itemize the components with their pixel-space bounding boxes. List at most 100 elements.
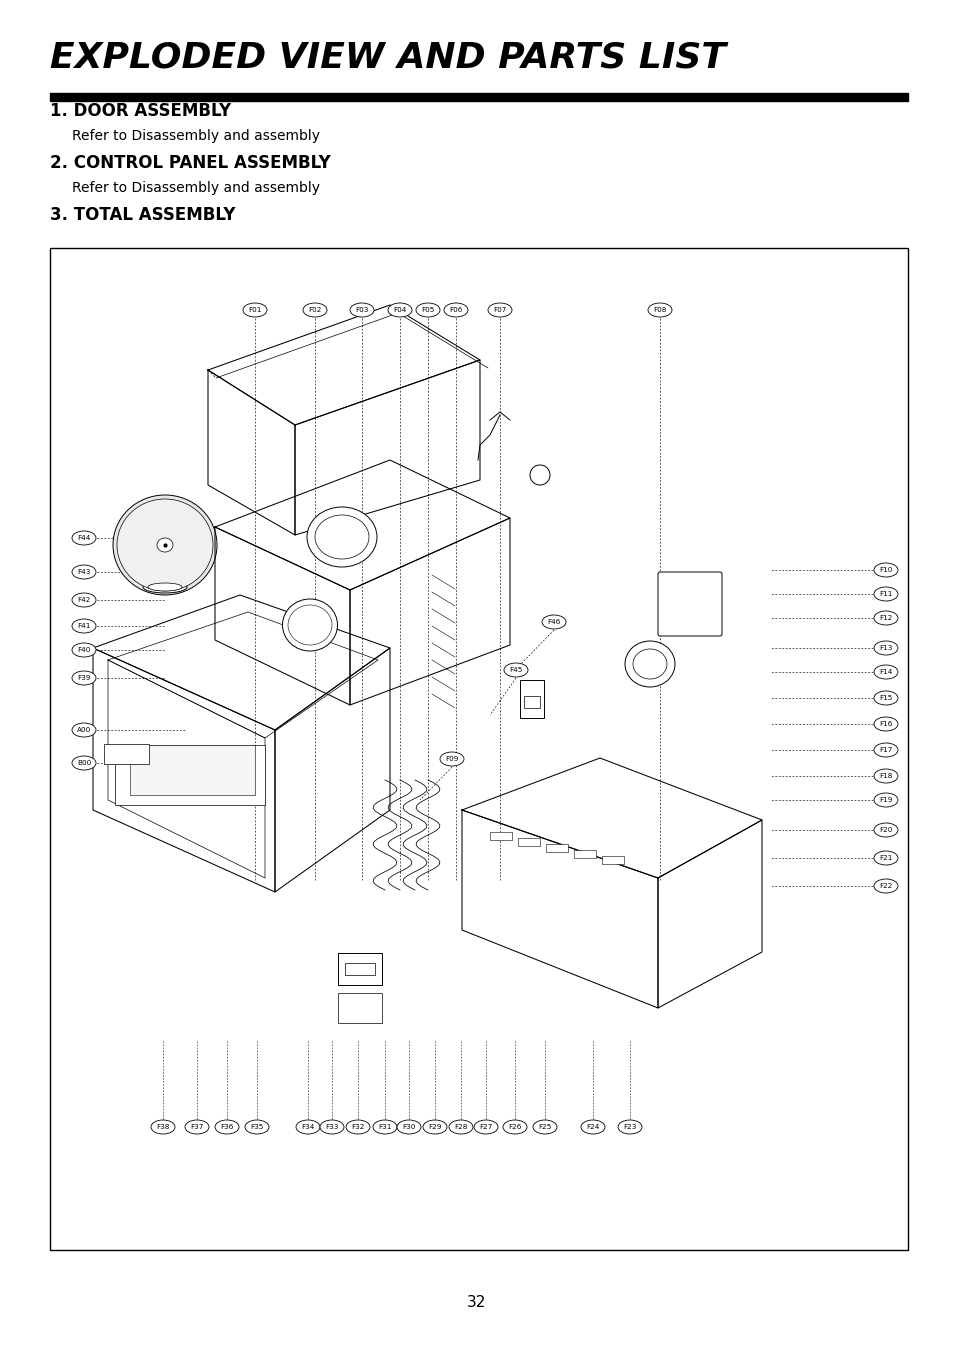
Text: F17: F17 (879, 747, 892, 753)
Ellipse shape (873, 691, 897, 706)
Text: F42: F42 (77, 598, 91, 603)
Ellipse shape (295, 1120, 319, 1135)
Ellipse shape (580, 1120, 604, 1135)
Ellipse shape (117, 499, 213, 591)
FancyBboxPatch shape (658, 572, 721, 635)
Bar (574, 850, 596, 858)
Ellipse shape (488, 304, 512, 317)
Ellipse shape (873, 823, 897, 836)
Text: F30: F30 (402, 1124, 416, 1130)
Bar (115, 745, 265, 805)
Text: F10: F10 (879, 567, 892, 573)
Text: F38: F38 (156, 1124, 170, 1130)
Text: F22: F22 (879, 884, 892, 889)
Bar (50, 248, 907, 1251)
Text: F14: F14 (879, 669, 892, 674)
Text: F25: F25 (537, 1124, 551, 1130)
Text: F31: F31 (378, 1124, 392, 1130)
Text: F09: F09 (445, 755, 458, 762)
Ellipse shape (314, 515, 369, 558)
Ellipse shape (71, 565, 96, 579)
Ellipse shape (873, 665, 897, 679)
Ellipse shape (873, 611, 897, 625)
Text: F41: F41 (77, 623, 91, 629)
Ellipse shape (502, 1120, 526, 1135)
Text: F32: F32 (351, 1124, 364, 1130)
Text: F24: F24 (586, 1124, 599, 1130)
Text: F16: F16 (879, 720, 892, 727)
Text: F26: F26 (508, 1124, 521, 1130)
Ellipse shape (71, 643, 96, 657)
Ellipse shape (282, 599, 337, 652)
Ellipse shape (541, 615, 565, 629)
Bar (50, 93, 907, 101)
Ellipse shape (243, 304, 267, 317)
Text: B00: B00 (77, 759, 91, 766)
Text: F39: F39 (77, 674, 91, 681)
Text: F45: F45 (509, 666, 522, 673)
Ellipse shape (214, 1120, 239, 1135)
Text: F21: F21 (879, 855, 892, 861)
Ellipse shape (873, 769, 897, 782)
Text: F05: F05 (421, 308, 435, 313)
Ellipse shape (71, 670, 96, 685)
Ellipse shape (873, 743, 897, 757)
Text: F20: F20 (879, 827, 892, 832)
Ellipse shape (422, 1120, 447, 1135)
Ellipse shape (71, 532, 96, 545)
Text: F40: F40 (77, 648, 91, 653)
Bar (337, 993, 381, 1023)
Ellipse shape (396, 1120, 420, 1135)
Bar (523, 696, 539, 708)
Ellipse shape (873, 641, 897, 656)
Ellipse shape (873, 718, 897, 731)
Ellipse shape (443, 304, 468, 317)
Ellipse shape (373, 1120, 396, 1135)
Ellipse shape (148, 583, 182, 591)
Ellipse shape (439, 751, 463, 766)
Text: F15: F15 (879, 695, 892, 701)
Text: 1. DOOR ASSEMBLY: 1. DOOR ASSEMBLY (50, 103, 231, 120)
Text: F29: F29 (428, 1124, 441, 1130)
Text: F04: F04 (393, 308, 406, 313)
Ellipse shape (185, 1120, 209, 1135)
Ellipse shape (633, 649, 666, 679)
Ellipse shape (350, 304, 374, 317)
Ellipse shape (157, 538, 172, 552)
Ellipse shape (319, 1120, 344, 1135)
Ellipse shape (245, 1120, 269, 1135)
Ellipse shape (449, 1120, 473, 1135)
Text: 32: 32 (467, 1295, 486, 1310)
Ellipse shape (503, 662, 527, 677)
Ellipse shape (71, 619, 96, 633)
Text: F36: F36 (220, 1124, 233, 1130)
Ellipse shape (624, 641, 675, 687)
Text: F28: F28 (454, 1124, 467, 1130)
Text: F13: F13 (879, 645, 892, 652)
Text: 2. CONTROL PANEL ASSEMBLY: 2. CONTROL PANEL ASSEMBLY (50, 154, 331, 173)
Bar (517, 838, 539, 846)
Ellipse shape (112, 495, 216, 595)
Ellipse shape (143, 581, 187, 594)
Ellipse shape (416, 304, 439, 317)
Ellipse shape (71, 755, 96, 770)
Bar (337, 952, 381, 985)
Ellipse shape (303, 304, 327, 317)
Text: F43: F43 (77, 569, 91, 575)
Text: 3. TOTAL ASSEMBLY: 3. TOTAL ASSEMBLY (50, 206, 235, 224)
Ellipse shape (873, 563, 897, 577)
Bar (545, 844, 567, 853)
Text: F02: F02 (308, 308, 321, 313)
Text: F34: F34 (301, 1124, 314, 1130)
Ellipse shape (307, 507, 376, 567)
Text: A00: A00 (77, 727, 91, 733)
Bar (130, 745, 254, 795)
Text: F11: F11 (879, 591, 892, 598)
Text: F18: F18 (879, 773, 892, 778)
Ellipse shape (151, 1120, 174, 1135)
Ellipse shape (71, 594, 96, 607)
Ellipse shape (474, 1120, 497, 1135)
Text: F37: F37 (190, 1124, 204, 1130)
Text: F44: F44 (77, 536, 91, 541)
Text: F19: F19 (879, 797, 892, 803)
